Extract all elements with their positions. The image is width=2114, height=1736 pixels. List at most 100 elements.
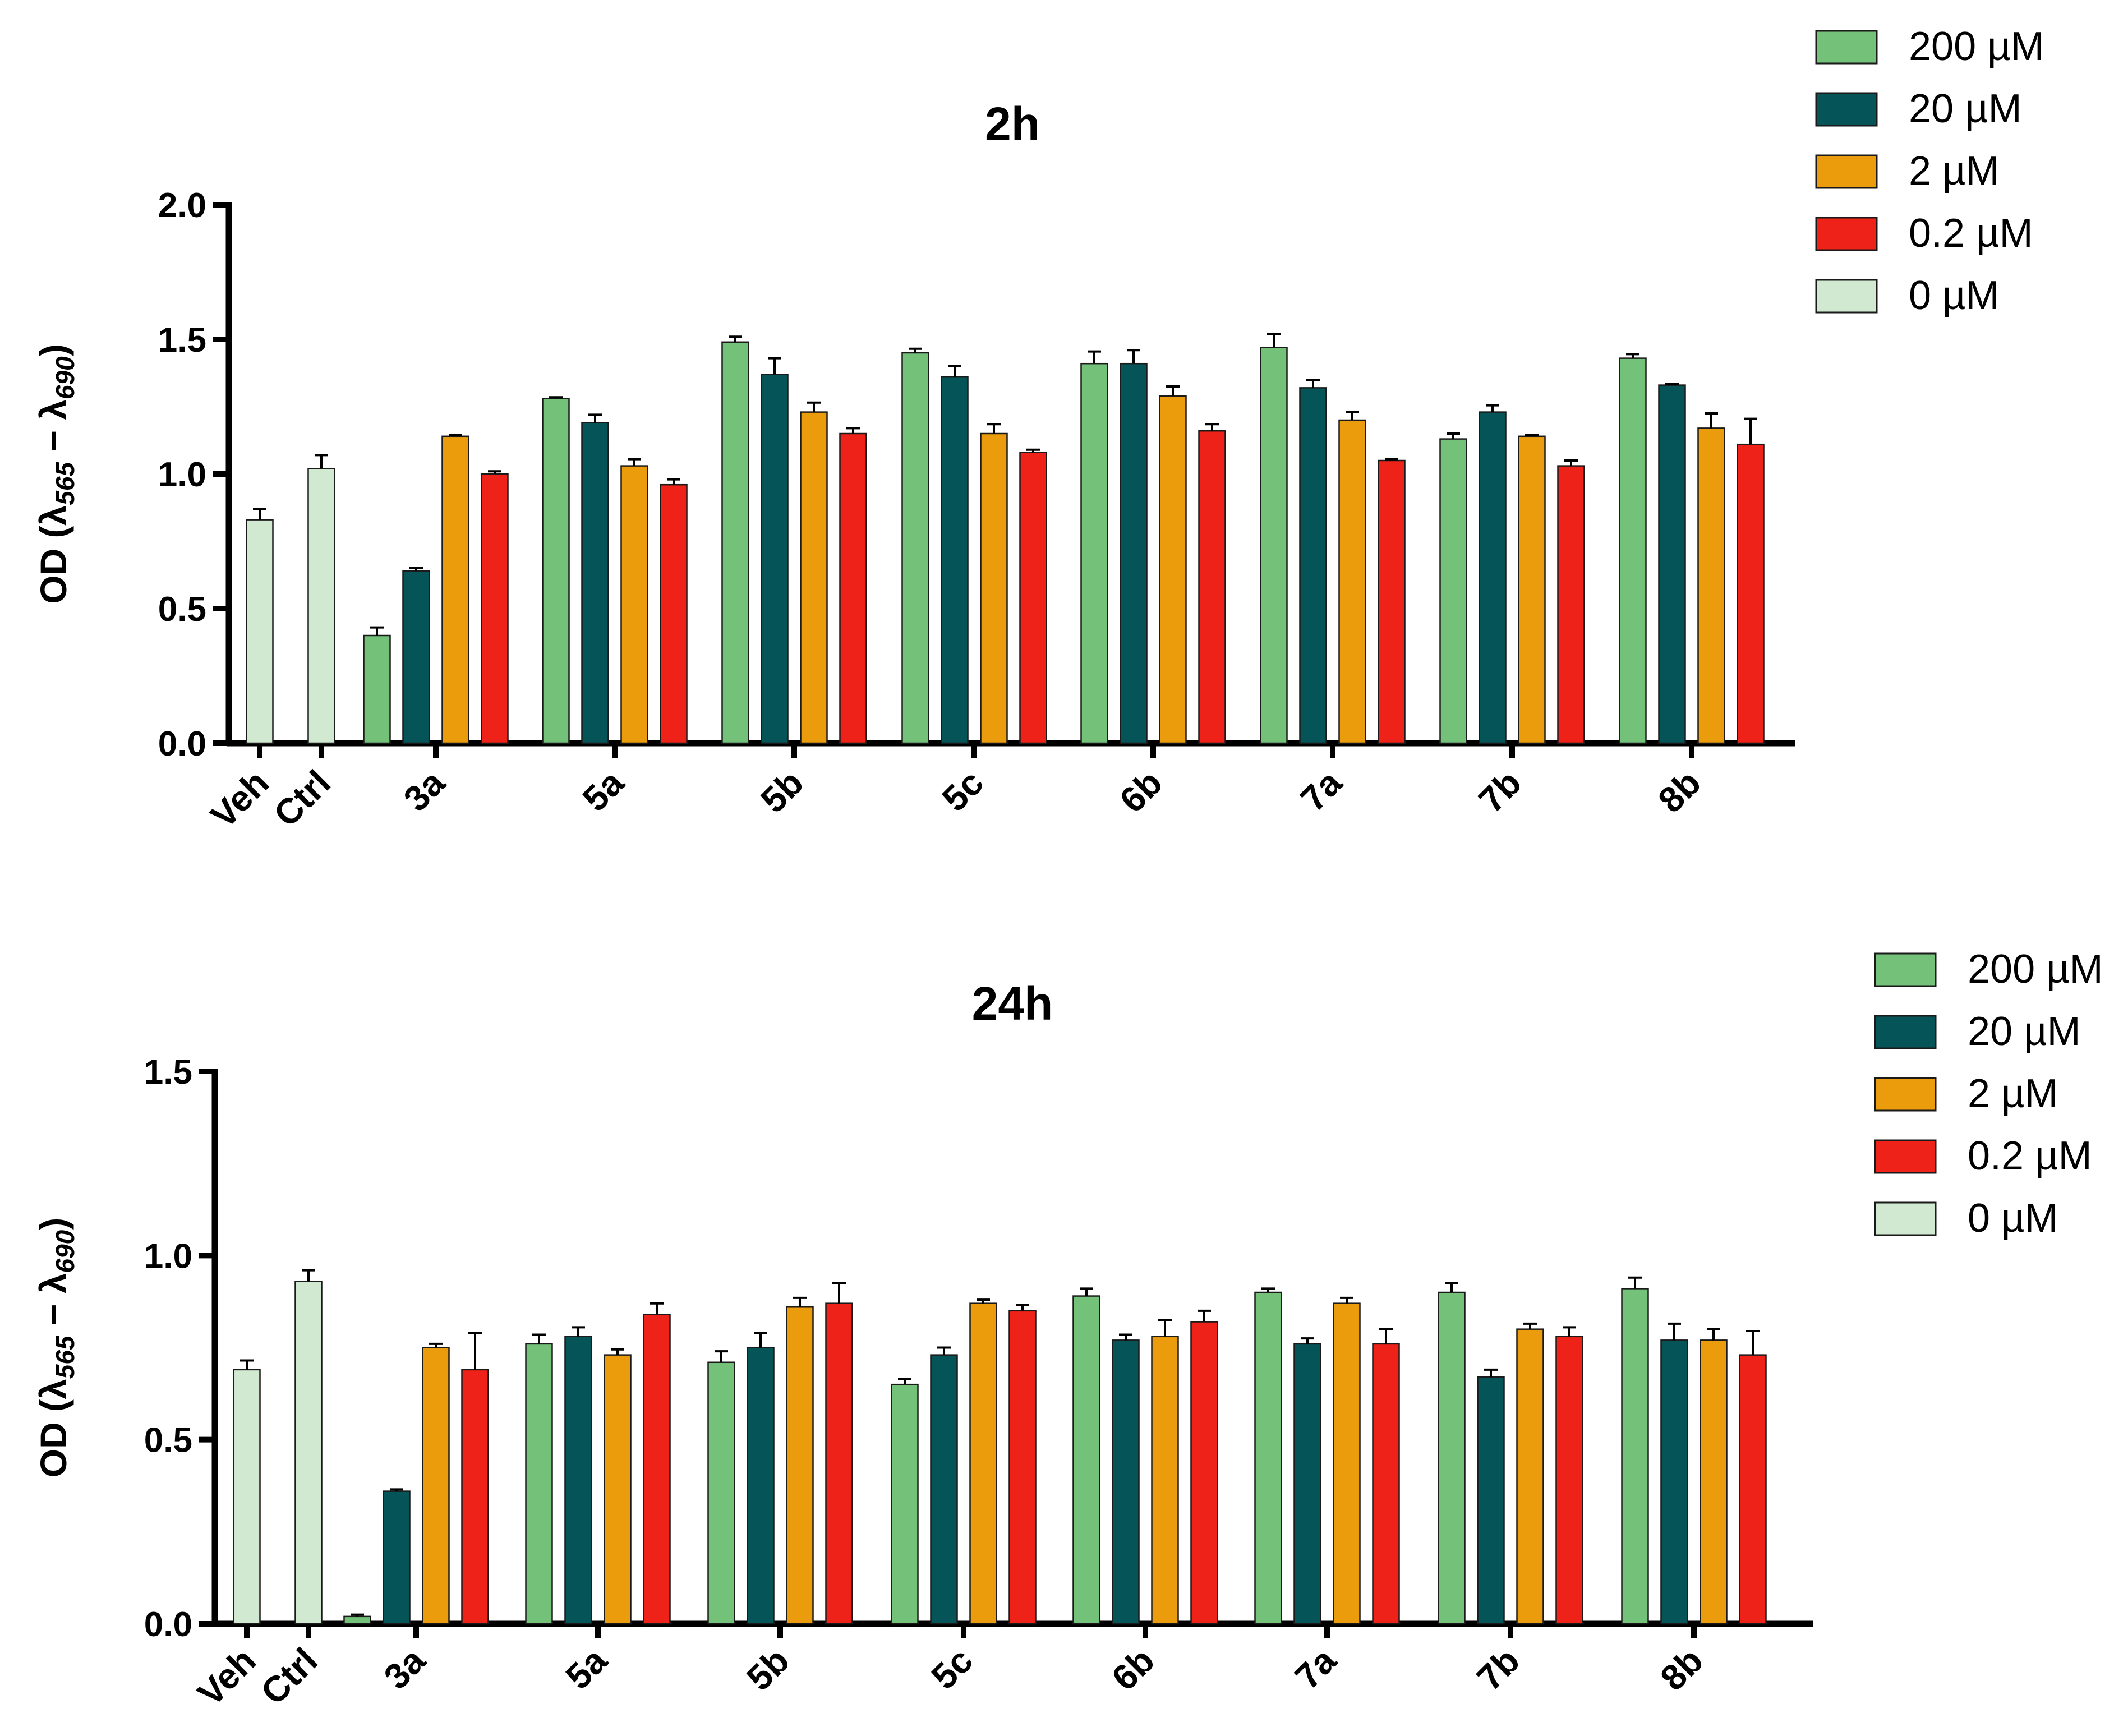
bar [980,432,1008,744]
bar [1260,347,1288,744]
legend-swatch [1874,952,1937,987]
x-category-label: 5b [753,762,811,821]
bar [1700,1339,1728,1625]
y-tick-label: 1.0 [144,1237,192,1275]
x-category-label: 8b [1652,1640,1711,1698]
x-category-label: 3a [396,762,453,819]
y-tick-label: 0.5 [144,1421,192,1460]
bar [1159,395,1187,744]
bar [604,1354,632,1625]
bar [1660,1339,1688,1625]
y-tick-label: 2.0 [158,186,206,225]
legend-label: 0 µM [1909,273,2000,318]
bar [620,465,648,744]
bar [422,1347,450,1625]
bar [930,1354,958,1625]
bar [1372,1343,1400,1625]
legend-label: 0.2 µM [1909,211,2033,256]
bar [564,1336,592,1625]
x-category-label: 6b [1112,762,1170,821]
bar [363,634,391,744]
chart-title: 24h [972,977,1053,1030]
bar [1112,1339,1140,1625]
bar [1338,419,1366,744]
bar [941,376,969,744]
bar [1008,1310,1037,1625]
bar [542,398,570,744]
legend-label: 0.2 µM [1968,1134,2092,1178]
y-tick-label: 0.0 [158,725,206,763]
legend-swatch [1815,92,1878,127]
bar [246,519,274,744]
bar [1378,459,1406,744]
legend-label: 2 µM [1909,149,2000,194]
x-category-label: 7a [1293,762,1350,819]
bar [1619,357,1647,744]
bar [761,374,789,744]
x-category-label: 5a [558,1640,615,1697]
bar [294,1281,323,1625]
bar [721,341,749,744]
bar [786,1306,814,1625]
chart-panel-2h: 2h OD (λ565 − λ690) 0.0 0.5 1.0 1.5 2.0 VehCtrl… [33,24,2044,836]
bar [343,1615,371,1625]
chart-title: 2h [985,98,1040,150]
bar [1198,430,1226,744]
legend-label: 20 µM [1968,1009,2081,1054]
bar [1621,1288,1649,1625]
x-category-label: 5b [739,1640,797,1698]
legend-swatch [1815,154,1878,189]
bar [747,1347,775,1625]
bar [1739,1354,1767,1625]
bar [901,352,929,744]
bar [1555,1336,1583,1625]
y-tick-label: 1.0 [158,455,206,494]
x-category-label: Ctrl [266,762,338,835]
y-tick-label: 1.5 [158,321,206,360]
legend-swatch [1874,1139,1937,1174]
bar [839,432,867,744]
x-category-label: 3a [376,1640,434,1697]
bar [891,1383,919,1625]
y-axis-label: OD (λ565 − λ690) [33,1218,80,1477]
bar [383,1490,411,1625]
bar [441,435,469,744]
y-tick-label: 0.0 [144,1605,192,1644]
bar [481,473,509,744]
bar [1658,384,1686,744]
y-axis-label: OD (λ565 − λ690) [33,344,80,604]
bar [1477,1376,1505,1625]
bar [1557,465,1585,744]
legend-swatch [1815,217,1878,251]
bar [1333,1302,1361,1625]
x-category-label: 8b [1650,762,1708,821]
bar [1439,438,1467,744]
bar [1190,1321,1218,1625]
bar [233,1369,261,1625]
x-category-label: Ctrl [253,1640,325,1712]
bar [307,468,335,744]
legend-swatch [1815,30,1878,65]
legend-swatch [1874,1201,1937,1236]
bar [825,1302,853,1625]
legend-label: 200 µM [1909,24,2044,69]
bar [525,1343,553,1625]
y-tick-label: 0.5 [158,590,206,629]
bar [1516,1328,1544,1625]
x-category-label: 5a [575,762,632,819]
legend-label: 200 µM [1968,947,2103,992]
x-category-label: 5c [924,1640,980,1697]
legend-swatch [1874,1015,1937,1049]
bar [1697,427,1725,744]
legend-label: 0 µM [1968,1196,2058,1241]
bar [1080,362,1108,744]
bar [461,1369,489,1625]
x-category-label: Veh [202,762,276,836]
legend-label: 2 µM [1968,1071,2058,1116]
x-category-label: 6b [1104,1640,1162,1698]
bar [969,1302,997,1625]
bar [1518,435,1546,744]
bar [1019,452,1047,744]
bar [1254,1291,1282,1625]
